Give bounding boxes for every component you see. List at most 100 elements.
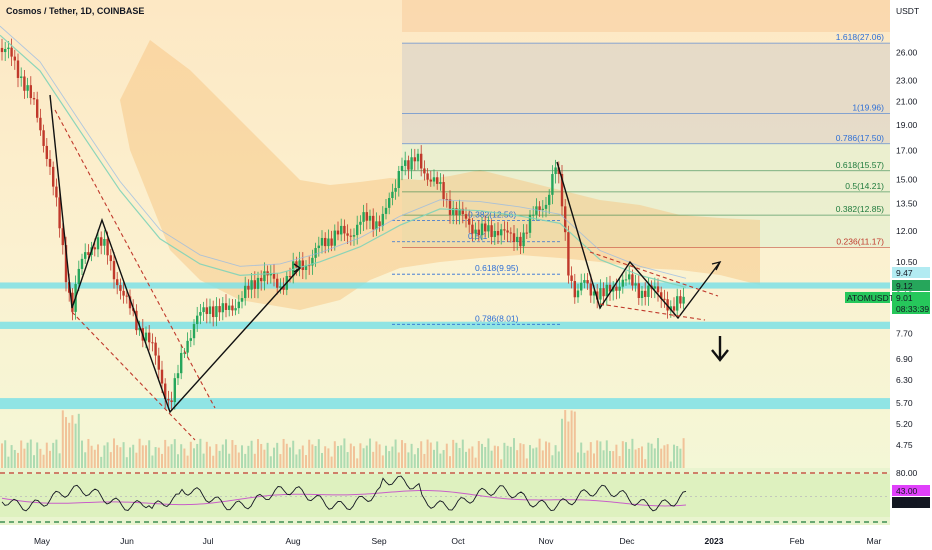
- volume-bar: [682, 438, 685, 468]
- candle-body: [647, 285, 650, 297]
- volume-bar: [180, 444, 183, 468]
- volume-bar: [615, 444, 618, 468]
- volume-bar: [225, 439, 227, 468]
- candle-body: [234, 308, 237, 311]
- candle-body: [378, 221, 381, 227]
- candle-body: [586, 280, 589, 284]
- volume-bar: [369, 438, 371, 468]
- candle-body: [320, 237, 324, 246]
- volume-bar: [13, 449, 16, 468]
- volume-bar: [593, 453, 595, 468]
- candle-body: [653, 286, 656, 289]
- volume-bar: [269, 456, 272, 468]
- candle-body: [16, 60, 20, 78]
- volume-bar: [260, 443, 263, 468]
- candle-body: [682, 296, 685, 304]
- candle-body: [602, 288, 605, 297]
- volume-bar: [90, 445, 93, 468]
- volume-bar: [381, 455, 384, 468]
- volume-bar: [61, 410, 64, 468]
- candle-body: [660, 292, 663, 299]
- time-tick-1: Jun: [120, 536, 134, 546]
- candle-body: [631, 274, 634, 286]
- candle-body: [80, 258, 84, 269]
- volume-bar: [77, 413, 80, 468]
- volume-bar: [481, 443, 483, 468]
- time-tick-6: Nov: [538, 536, 554, 546]
- candle-body: [48, 158, 52, 167]
- candle-body: [375, 221, 378, 230]
- volume-bar: [170, 444, 173, 468]
- volume-bar: [500, 459, 503, 468]
- volume-bar: [212, 455, 215, 468]
- volume-bar: [426, 439, 429, 468]
- fib-label-1: 1(19.96): [852, 102, 884, 112]
- volume-bar: [324, 446, 327, 468]
- volume-bar: [388, 451, 391, 468]
- volume-bar: [340, 445, 343, 468]
- price-tick-1: 23.00: [896, 76, 918, 86]
- candle-body: [295, 261, 298, 268]
- volume-bar: [465, 451, 467, 468]
- volume-bar: [241, 445, 243, 468]
- volume-bar: [407, 452, 410, 468]
- candle-body: [576, 290, 580, 298]
- moving-average-line-2: [0, 25, 687, 279]
- volume-bar: [33, 455, 35, 468]
- volume-bar: [455, 442, 458, 468]
- candle-body: [669, 306, 672, 311]
- fib-label-0: 1.618(27.06): [836, 32, 884, 42]
- price-tick-6: 13.50: [896, 199, 918, 209]
- candle-body: [180, 352, 183, 374]
- candle-body: [538, 206, 541, 210]
- fib-label-3: 0.618(15.57): [836, 160, 884, 170]
- candle-body: [192, 324, 196, 339]
- inner-fib-label-3: 0.382(12.56): [468, 209, 516, 219]
- price-tick-10: 7.70: [896, 328, 913, 338]
- volume-bar: [516, 450, 519, 468]
- volume-bar: [116, 445, 119, 468]
- candle-body: [58, 197, 61, 229]
- candle-body: [532, 214, 535, 216]
- volume-bar: [279, 454, 282, 468]
- candle-body: [656, 286, 660, 293]
- candle-body: [42, 130, 45, 146]
- volume-bar: [535, 447, 538, 468]
- price-tag-bg-3: [892, 292, 930, 303]
- volume-bar: [221, 444, 224, 468]
- candle-body: [23, 76, 26, 91]
- volume-bar: [113, 438, 115, 468]
- volume-bar: [679, 448, 682, 468]
- candle-body: [340, 225, 343, 235]
- candle-body: [154, 342, 157, 356]
- candle-body: [330, 238, 333, 246]
- candle-body: [413, 157, 416, 162]
- volume-bar: [666, 444, 669, 468]
- volume-bar: [205, 441, 208, 468]
- arrow-right-icon: [293, 263, 302, 273]
- candle-body: [317, 245, 320, 249]
- volume-bar: [621, 441, 624, 468]
- candle-body: [215, 306, 218, 318]
- volume-bar: [173, 439, 176, 468]
- volume-bar: [189, 441, 192, 468]
- volume-bar: [551, 455, 554, 468]
- volume-bar: [484, 446, 487, 468]
- candle-body: [628, 274, 631, 280]
- time-tick-5: Oct: [451, 536, 465, 546]
- volume-bar: [199, 438, 202, 468]
- arrow-up-icon: [711, 260, 722, 271]
- candle-body: [525, 232, 528, 234]
- candle-body: [106, 239, 109, 256]
- volume-bar: [637, 448, 640, 468]
- rsi-line: [1, 475, 687, 512]
- volume-bar: [141, 445, 144, 468]
- candle-body: [260, 277, 263, 282]
- candle-body: [96, 237, 100, 250]
- candle-body: [592, 291, 596, 296]
- candle-body: [61, 228, 64, 246]
- candle-body: [448, 199, 452, 215]
- volume-bar: [349, 443, 352, 468]
- candle-body: [32, 98, 36, 100]
